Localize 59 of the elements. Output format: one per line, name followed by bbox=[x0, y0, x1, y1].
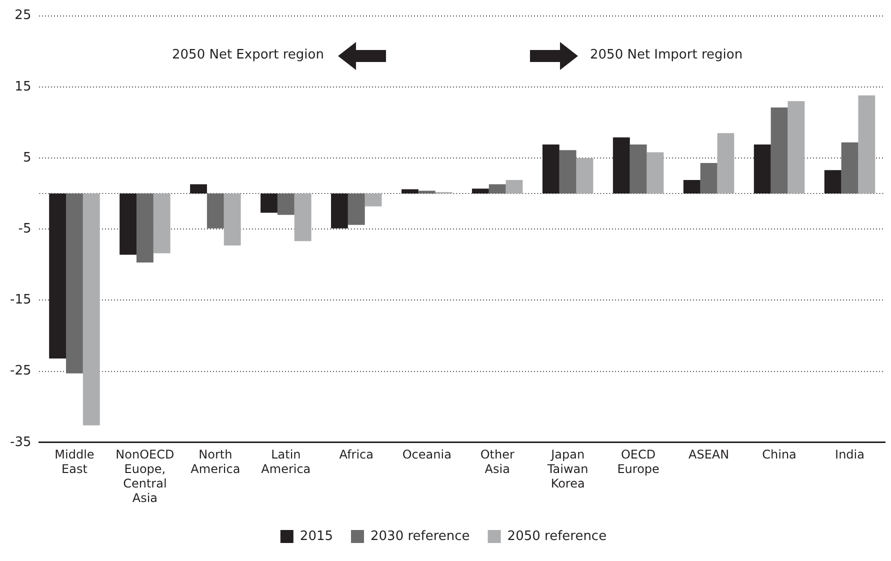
bar bbox=[260, 194, 278, 213]
y-tick-label: 25 bbox=[14, 8, 32, 24]
legend-label: 2050 reference bbox=[507, 528, 607, 544]
bar bbox=[136, 194, 154, 263]
bar bbox=[190, 184, 207, 194]
bar bbox=[824, 170, 842, 194]
x-tick-label: ASEAN bbox=[688, 448, 730, 462]
x-tick-label: China bbox=[762, 448, 796, 462]
x-tick-label: North America bbox=[190, 448, 240, 476]
x-tick-label: Oceania bbox=[402, 448, 452, 462]
bar bbox=[576, 158, 594, 194]
bar bbox=[858, 95, 876, 194]
bar bbox=[82, 194, 100, 426]
bar bbox=[488, 184, 506, 194]
bar bbox=[224, 194, 241, 246]
bar bbox=[630, 144, 647, 194]
bar bbox=[294, 194, 312, 242]
bar bbox=[612, 137, 630, 194]
y-tick-label: 15 bbox=[14, 79, 32, 94]
bar bbox=[49, 194, 66, 358]
bar bbox=[754, 144, 771, 194]
bar bbox=[788, 101, 805, 194]
annotation: 2050 Net Import region bbox=[590, 47, 743, 62]
bar bbox=[717, 133, 734, 194]
bar bbox=[418, 190, 436, 194]
bar bbox=[559, 150, 576, 194]
x-tick-label: NonOECD Euope, Central Asia bbox=[116, 448, 174, 505]
y-tick-label: -25 bbox=[10, 364, 32, 379]
y-tick-label: -15 bbox=[10, 292, 32, 308]
y-tick-label: -5 bbox=[18, 221, 32, 236]
legend-label: 2030 reference bbox=[370, 528, 470, 544]
bar bbox=[841, 142, 858, 194]
x-tick-label: India bbox=[835, 448, 864, 462]
x-tick-label: OECD Europe bbox=[617, 448, 660, 476]
bar bbox=[364, 194, 382, 206]
bar bbox=[542, 144, 560, 194]
bar bbox=[277, 194, 294, 215]
bar bbox=[120, 194, 136, 255]
bar bbox=[66, 194, 83, 374]
y-tick-label: -35 bbox=[10, 434, 32, 450]
bar bbox=[646, 152, 664, 194]
bar bbox=[700, 162, 718, 194]
bar bbox=[402, 189, 418, 194]
bar bbox=[683, 180, 700, 194]
x-tick-label: Other Asia bbox=[480, 448, 514, 476]
legend-label: 2015 bbox=[300, 528, 334, 544]
bar bbox=[206, 194, 224, 228]
bar bbox=[153, 194, 170, 254]
annotation: 2050 Net Export region bbox=[172, 47, 324, 62]
bar bbox=[506, 180, 523, 194]
x-tick-label: Middle East bbox=[54, 448, 94, 476]
x-tick-label: Japan Taiwan Korea bbox=[546, 448, 588, 491]
x-tick-label: Africa bbox=[339, 448, 374, 462]
bar bbox=[331, 194, 348, 228]
y-tick-label: 5 bbox=[22, 150, 32, 166]
bar bbox=[472, 188, 489, 194]
x-tick-label: Latin America bbox=[261, 448, 311, 476]
bar bbox=[770, 108, 788, 194]
bar bbox=[348, 194, 365, 225]
